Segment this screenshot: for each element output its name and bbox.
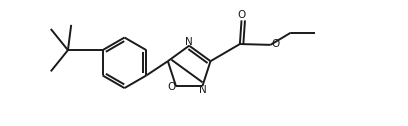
Text: N: N — [184, 37, 192, 47]
Text: O: O — [237, 10, 246, 20]
Text: N: N — [200, 85, 207, 94]
Text: O: O — [168, 82, 176, 92]
Text: O: O — [272, 39, 280, 49]
